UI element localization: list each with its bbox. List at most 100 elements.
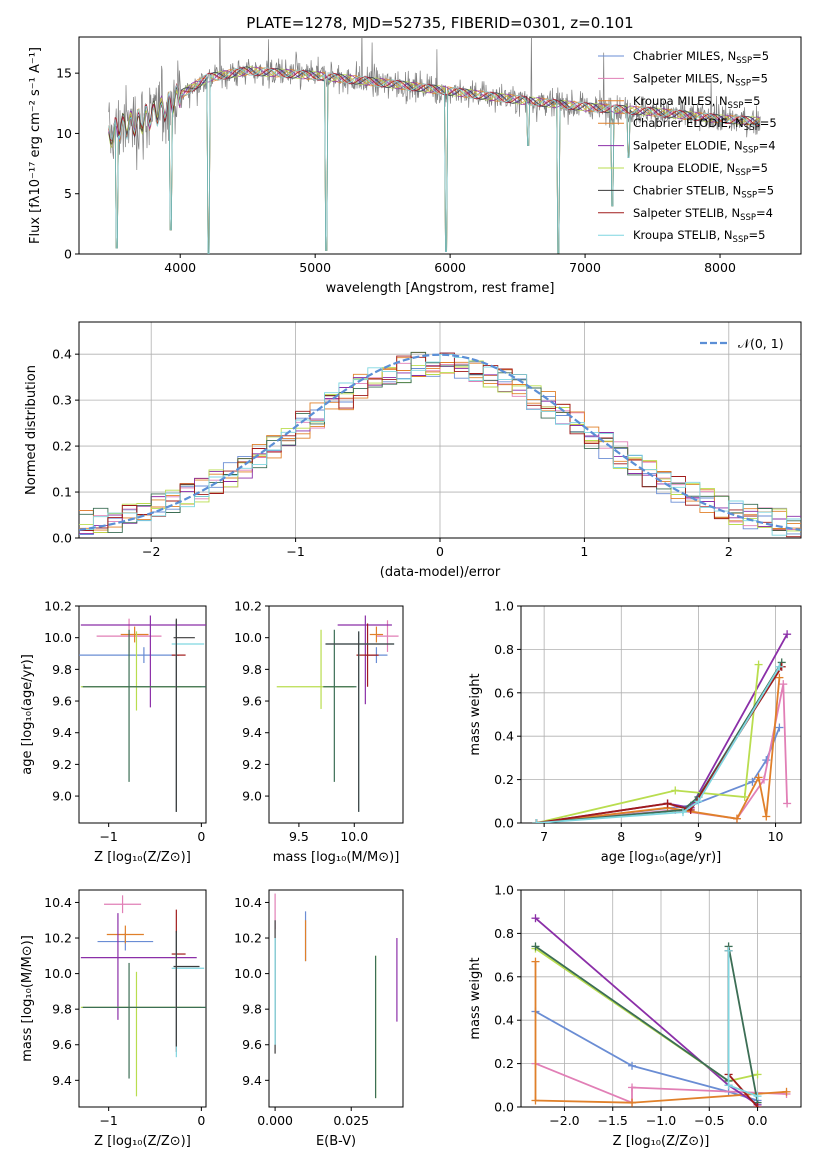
y-tick-label: 10.2 bbox=[234, 931, 262, 946]
errorbar-point bbox=[82, 962, 206, 1079]
legend-entry: Salpeter STELIB, NSSP=4 bbox=[633, 206, 773, 223]
legend-entry: Salpeter MILES, NSSP=5 bbox=[633, 71, 768, 88]
legend-subscript: SSP bbox=[735, 168, 751, 178]
mass_weight_vs_age-frame bbox=[520, 605, 802, 824]
errorbar-point bbox=[356, 623, 379, 687]
y-tick-label: 9.2 bbox=[52, 757, 72, 772]
y-tick-label: 0.2 bbox=[52, 439, 72, 454]
legend-entry: Kroupa STELIB, NSSP=5 bbox=[633, 228, 765, 245]
y-tick-label: 9.8 bbox=[52, 662, 72, 677]
mass-weight-marker bbox=[782, 1087, 791, 1096]
legend-name: Kroupa MILES, N bbox=[633, 94, 728, 108]
legend-suffix: =4 bbox=[756, 206, 773, 220]
age_vs_Z-plot bbox=[79, 615, 206, 812]
spectrum-plot bbox=[108, 37, 761, 254]
mass_vs_Z-frame bbox=[78, 889, 207, 1108]
errorbar-point bbox=[171, 620, 186, 812]
x-tick-label: −1 bbox=[99, 829, 117, 844]
y-tick-label: 0.0 bbox=[494, 816, 514, 831]
mass-weight-marker bbox=[753, 1070, 762, 1079]
mass_weight_vs_Z-plot bbox=[531, 914, 791, 1107]
y-tick-label: 0.4 bbox=[494, 1013, 514, 1028]
y-tick-label: 9.8 bbox=[242, 662, 262, 677]
mass-weight-marker bbox=[775, 723, 784, 732]
x-tick-label: −1.0 bbox=[646, 1113, 676, 1128]
residuals-axes: −2 −1 0 1 2 0.0 0.1 0.2 0.3 0.4 (data-model)/error… bbox=[24, 321, 802, 580]
mass-weight-marker bbox=[628, 1083, 637, 1092]
legend-name: Salpeter MILES, N bbox=[633, 71, 735, 85]
y-tick-label: 0.4 bbox=[52, 347, 72, 362]
errorbar-point bbox=[80, 615, 206, 708]
y-tick-label: 9.6 bbox=[52, 694, 72, 709]
residual-histogram-step bbox=[79, 353, 801, 536]
x-tick-label: 0.0 bbox=[748, 1113, 768, 1128]
model-spectrum-line bbox=[108, 67, 760, 254]
y-tick-label: 10 bbox=[56, 126, 72, 141]
y-tick-label: 0.8 bbox=[494, 926, 514, 941]
y-tick-label: 9.0 bbox=[242, 789, 262, 804]
mass-weight-marker bbox=[748, 777, 757, 786]
y-tick-label: 0.0 bbox=[52, 531, 72, 546]
legend-entry: Kroupa ELODIE, NSSP=5 bbox=[633, 161, 768, 178]
y-tick-label: 10.4 bbox=[234, 895, 262, 910]
legend-suffix: =5 bbox=[760, 116, 777, 130]
legend-subscript: SSP bbox=[740, 213, 756, 223]
x-tick-label: −1 bbox=[99, 1113, 117, 1128]
x-tick-label: 0 bbox=[197, 829, 205, 844]
y-axis-label: mass weight bbox=[468, 673, 483, 755]
errorbar-point bbox=[323, 629, 357, 782]
mass-weight-line bbox=[534, 945, 759, 1103]
y-tick-label: 0.2 bbox=[494, 1056, 514, 1071]
x-tick-label: 10.0 bbox=[340, 829, 368, 844]
age_vs_Z-axes: −1 0 9.0 9.2 9.4 9.6 9.8 10.0 10.2 Z [log₁₀(Z/Z⊙)… bbox=[20, 599, 207, 865]
errorbar-point bbox=[80, 913, 197, 1020]
mass_weight_vs_age-plot bbox=[532, 630, 792, 823]
y-tick-label: 9.2 bbox=[242, 757, 262, 772]
mass-weight-marker bbox=[724, 946, 733, 955]
y-tick-label: 0.3 bbox=[52, 393, 72, 408]
mass-weight-marker bbox=[663, 799, 672, 808]
errorbar-point bbox=[369, 626, 384, 643]
mass-weight-line bbox=[536, 661, 783, 823]
x-tick-label: 10 bbox=[768, 829, 784, 844]
x-tick-label: −2.0 bbox=[549, 1113, 579, 1128]
mass-weight-marker bbox=[694, 797, 703, 806]
x-axis-label: Z [log₁₀(Z/Z⊙)] bbox=[94, 850, 191, 865]
legend-suffix: =5 bbox=[752, 49, 769, 63]
y-tick-label: 10.0 bbox=[44, 630, 72, 645]
mass-weight-marker bbox=[531, 914, 540, 923]
errorbar-point bbox=[325, 631, 395, 812]
mass-weight-marker bbox=[531, 957, 540, 966]
errorbar-point bbox=[106, 925, 144, 944]
legend-name: Chabrier MILES, N bbox=[633, 49, 736, 63]
y-tick-label: 9.0 bbox=[52, 789, 72, 804]
errorbar-point bbox=[104, 895, 142, 914]
mass-weight-marker bbox=[754, 660, 763, 669]
mass-weight-line bbox=[534, 961, 787, 1104]
legend-entry: Chabrier STELIB, NSSP=5 bbox=[633, 183, 774, 200]
x-tick-label: 0 bbox=[436, 544, 444, 559]
y-axis-label: mass weight bbox=[468, 957, 483, 1039]
legend-suffix: =5 bbox=[751, 71, 768, 85]
y-tick-label: 9.4 bbox=[242, 1073, 262, 1088]
y-tick-label: 15 bbox=[56, 66, 72, 81]
errorbar-point bbox=[276, 629, 355, 709]
mass-weight-marker bbox=[753, 1103, 762, 1107]
x-tick-label: 2 bbox=[725, 544, 733, 559]
x-tick-label: 7000 bbox=[569, 260, 601, 275]
normal-curve bbox=[79, 353, 801, 531]
model-spectrum-line bbox=[108, 67, 760, 141]
errorbar-point bbox=[173, 618, 195, 812]
y-tick-label: 9.6 bbox=[52, 1037, 72, 1052]
mass_weight_vs_Z-frame bbox=[520, 889, 802, 1108]
x-axis-label: E(B-V) bbox=[316, 1134, 356, 1149]
mass_vs_Z-plot bbox=[80, 895, 206, 1097]
chart-title: PLATE=1278, MJD=52735, FIBERID=0301, z=0… bbox=[246, 14, 633, 32]
y-tick-label: 9.6 bbox=[242, 694, 262, 709]
mass-weight-line bbox=[536, 664, 760, 823]
y-tick-label: 10.2 bbox=[44, 931, 72, 946]
mass-weight-marker bbox=[531, 942, 540, 951]
y-tick-label: 0.2 bbox=[494, 772, 514, 787]
legend-name: Chabrier STELIB, N bbox=[633, 183, 741, 197]
mass_weight_vs_age-axes: 7 8 9 10 0.0 0.2 0.4 0.6 0.8 1.0 age [log₁₀(age/yr… bbox=[468, 599, 802, 865]
